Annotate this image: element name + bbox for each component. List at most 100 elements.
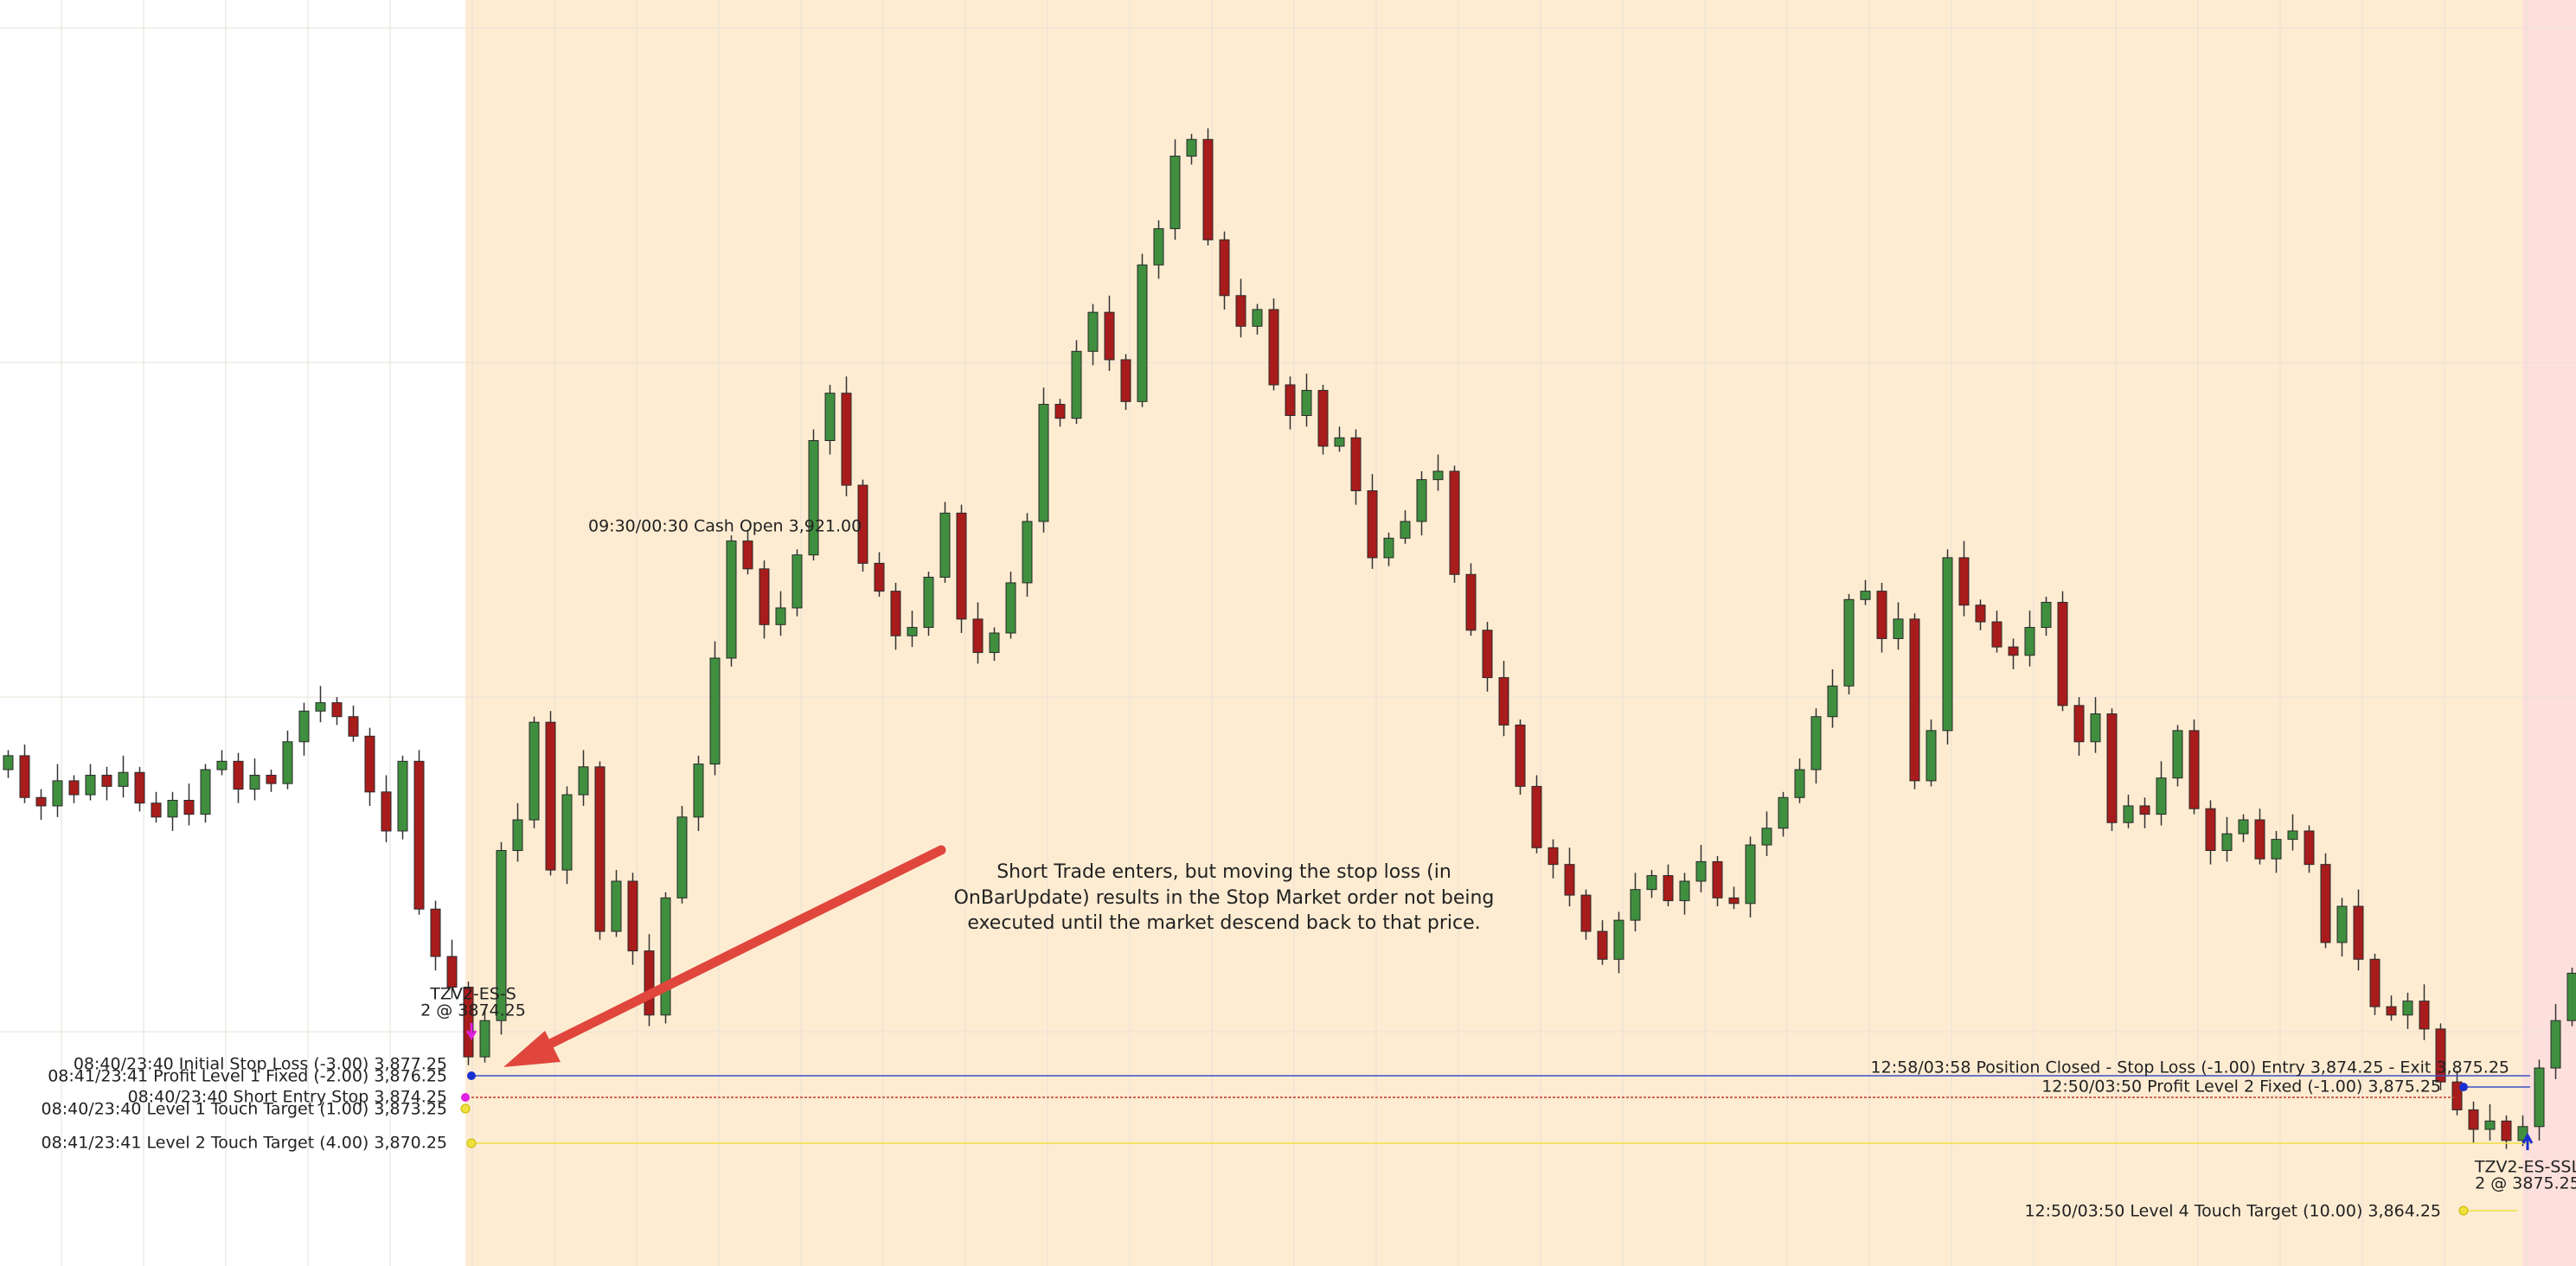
candle-body — [1712, 860, 1723, 898]
target-dot-1 — [460, 1103, 471, 1114]
candle-body — [496, 850, 507, 1021]
candle-body — [266, 774, 277, 784]
candle-body — [693, 764, 704, 818]
profit-dot-2 — [2459, 1083, 2468, 1091]
candle-body — [939, 512, 951, 579]
target-dot-2 — [466, 1138, 477, 1148]
order-label: 12:50/03:50 Level 4 Touch Target (10.00)… — [2024, 1202, 2441, 1221]
candle-body — [1909, 618, 1920, 782]
candle-body — [791, 554, 803, 609]
candle-body — [1235, 295, 1246, 327]
candle-body — [956, 512, 967, 620]
candle-body — [1876, 591, 1887, 639]
candle-body — [627, 880, 638, 952]
candle-body — [2451, 1081, 2463, 1110]
note-line: Short Trade enters, but moving the stop … — [996, 861, 1451, 883]
candle-body — [331, 702, 343, 718]
candle-body — [35, 796, 47, 807]
order-label: 12:58/03:58 Position Closed - Stop Loss … — [1871, 1058, 2509, 1077]
candle-body — [1695, 860, 1707, 882]
candle-body — [200, 769, 211, 815]
order-lines — [460, 1023, 2534, 1216]
candle-body — [249, 774, 260, 790]
candle-body — [2188, 730, 2200, 809]
candle-body — [1794, 769, 1805, 798]
candle-body — [52, 780, 63, 807]
candle-body — [1663, 875, 1674, 902]
candle-body — [1137, 264, 1148, 402]
candle-body — [2057, 602, 2068, 707]
candle-body — [2468, 1109, 2479, 1130]
candle-body — [1186, 138, 1197, 157]
candle-body — [413, 760, 425, 910]
candle-body — [2386, 1006, 2397, 1016]
candle-body — [2073, 705, 2085, 743]
candle-body — [348, 716, 359, 737]
candle-body — [824, 393, 836, 441]
candle-body — [857, 484, 868, 564]
candle-body — [1153, 227, 1164, 265]
candle-body — [1745, 844, 1756, 905]
candle-body — [2419, 1001, 2430, 1030]
candle-body — [1679, 880, 1690, 902]
candle-body — [2041, 602, 2052, 629]
candle-body — [2271, 839, 2282, 860]
candle-body — [298, 710, 310, 743]
candle-body — [709, 657, 721, 765]
order-label: 08:40/23:40 Initial Stop Loss (-3.00) 3,… — [74, 1055, 447, 1074]
candle-body — [1482, 630, 1493, 679]
candle-body — [923, 577, 934, 629]
candle-body — [479, 1020, 490, 1058]
candle-body — [1564, 864, 1575, 896]
candle-body — [1400, 521, 1411, 539]
candle-body — [2304, 830, 2315, 866]
target-dot-4 — [2458, 1205, 2469, 1216]
order-label: 08:40/23:40 Level 1 Touch Target (1.00) … — [42, 1100, 447, 1119]
candle-body — [1810, 716, 1822, 770]
candle-body — [1531, 785, 1542, 848]
candle-body — [1169, 156, 1181, 229]
candle-body — [989, 632, 1000, 654]
candle-body — [759, 568, 770, 625]
entry-dot — [461, 1093, 470, 1102]
candle-body — [1071, 350, 1082, 419]
candle-body — [2369, 958, 2381, 1007]
candle-body — [1367, 490, 1378, 559]
candle-body — [529, 721, 540, 821]
candle-body — [2238, 819, 2249, 834]
candle-body — [808, 439, 819, 556]
candle-body — [1054, 404, 1066, 419]
callout-shaft — [524, 845, 946, 1059]
candle-body — [282, 741, 293, 784]
candle-body — [381, 791, 392, 832]
entry-arrow — [465, 1023, 477, 1040]
candle-body — [1975, 604, 1986, 623]
candle-body — [1778, 796, 1789, 829]
candle-body — [1926, 730, 1937, 782]
candle-body — [1449, 470, 1460, 575]
candle-body — [545, 721, 556, 871]
candle-body — [1038, 404, 1049, 522]
candle-body — [561, 794, 573, 871]
candle-body — [151, 802, 162, 818]
order-label: 08:41/23:41 Profit Level 1 Fixed (-2.00)… — [48, 1067, 447, 1086]
candle-body — [463, 987, 474, 1058]
candle-body — [1613, 919, 1624, 960]
candles — [3, 128, 2576, 1149]
candle-body — [2024, 627, 2035, 656]
candle-body — [1942, 557, 1953, 732]
candle-body — [2484, 1120, 2496, 1130]
candle-body — [1416, 479, 1427, 522]
candle-body — [1860, 591, 1871, 600]
candle-body — [2106, 713, 2118, 823]
candle-body — [2254, 819, 2265, 860]
candle-body — [2336, 905, 2348, 943]
candle-body — [1728, 897, 1740, 905]
candle-body — [972, 618, 984, 654]
candle-body — [1958, 557, 1970, 606]
candle-body — [1301, 389, 1312, 416]
order-label: 08:40/23:40 Short Entry Stop 3,874.25 — [128, 1088, 447, 1107]
candle-body — [85, 774, 96, 796]
